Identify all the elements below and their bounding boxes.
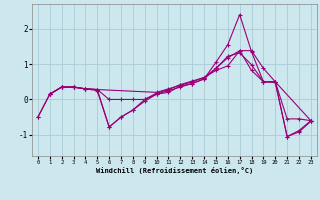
X-axis label: Windchill (Refroidissement éolien,°C): Windchill (Refroidissement éolien,°C) [96,167,253,174]
